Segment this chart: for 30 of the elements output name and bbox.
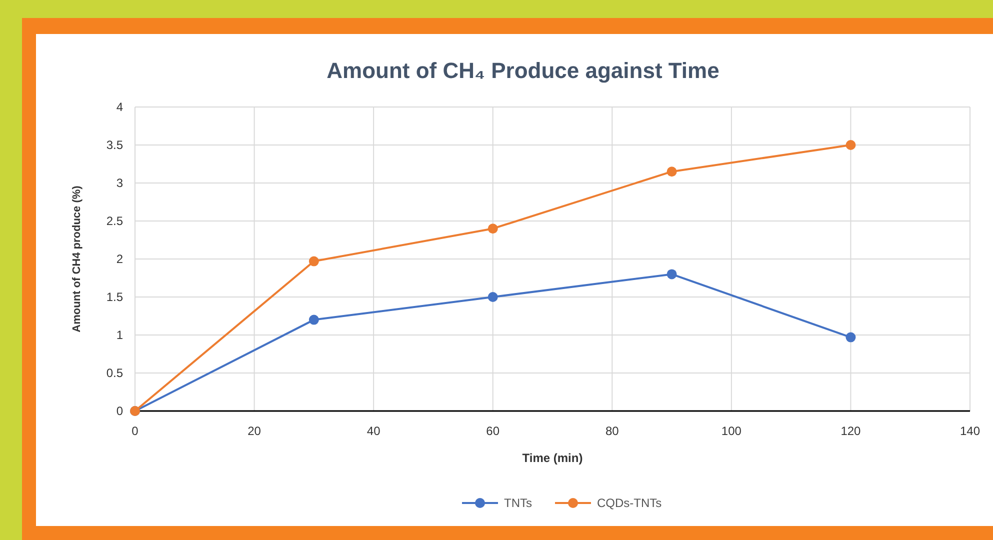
legend-label: CQDs-TNTs [597,496,662,510]
y-tick-label: 0 [116,404,124,418]
x-tick-label: 0 [132,424,139,438]
point [308,256,319,266]
point [846,140,856,150]
y-tick-label: 4 [116,100,124,114]
x-axis-title: Time (min) [522,451,583,465]
x-tick-label: 100 [721,424,742,438]
y-tick-label: 1.5 [106,290,124,304]
point [488,224,498,234]
legend-label: TNTs [504,496,532,510]
x-tick-label: 140 [960,424,980,438]
y-tick-label: 1 [116,328,124,342]
y-axis-title: Amount of CH4 produce (%) [71,185,83,332]
y-tick-label: 2.5 [106,214,124,228]
x-tick-label: 20 [248,424,262,438]
point [308,314,319,325]
y-tick-label: 3 [116,176,124,190]
x-tick-label: 80 [605,424,620,438]
point [666,269,677,280]
point [488,292,498,302]
chart-title: Amount of CH₄ Produce against Time [326,58,720,83]
y-tick-label: 0.5 [106,366,124,380]
x-tick-label: 40 [366,424,381,438]
x-tick-label: 60 [486,424,500,438]
x-tick-label: 120 [840,424,862,438]
y-tick-label: 2 [116,252,124,266]
y-tick-label: 3.5 [106,138,124,152]
point [666,166,677,177]
point [846,332,856,342]
